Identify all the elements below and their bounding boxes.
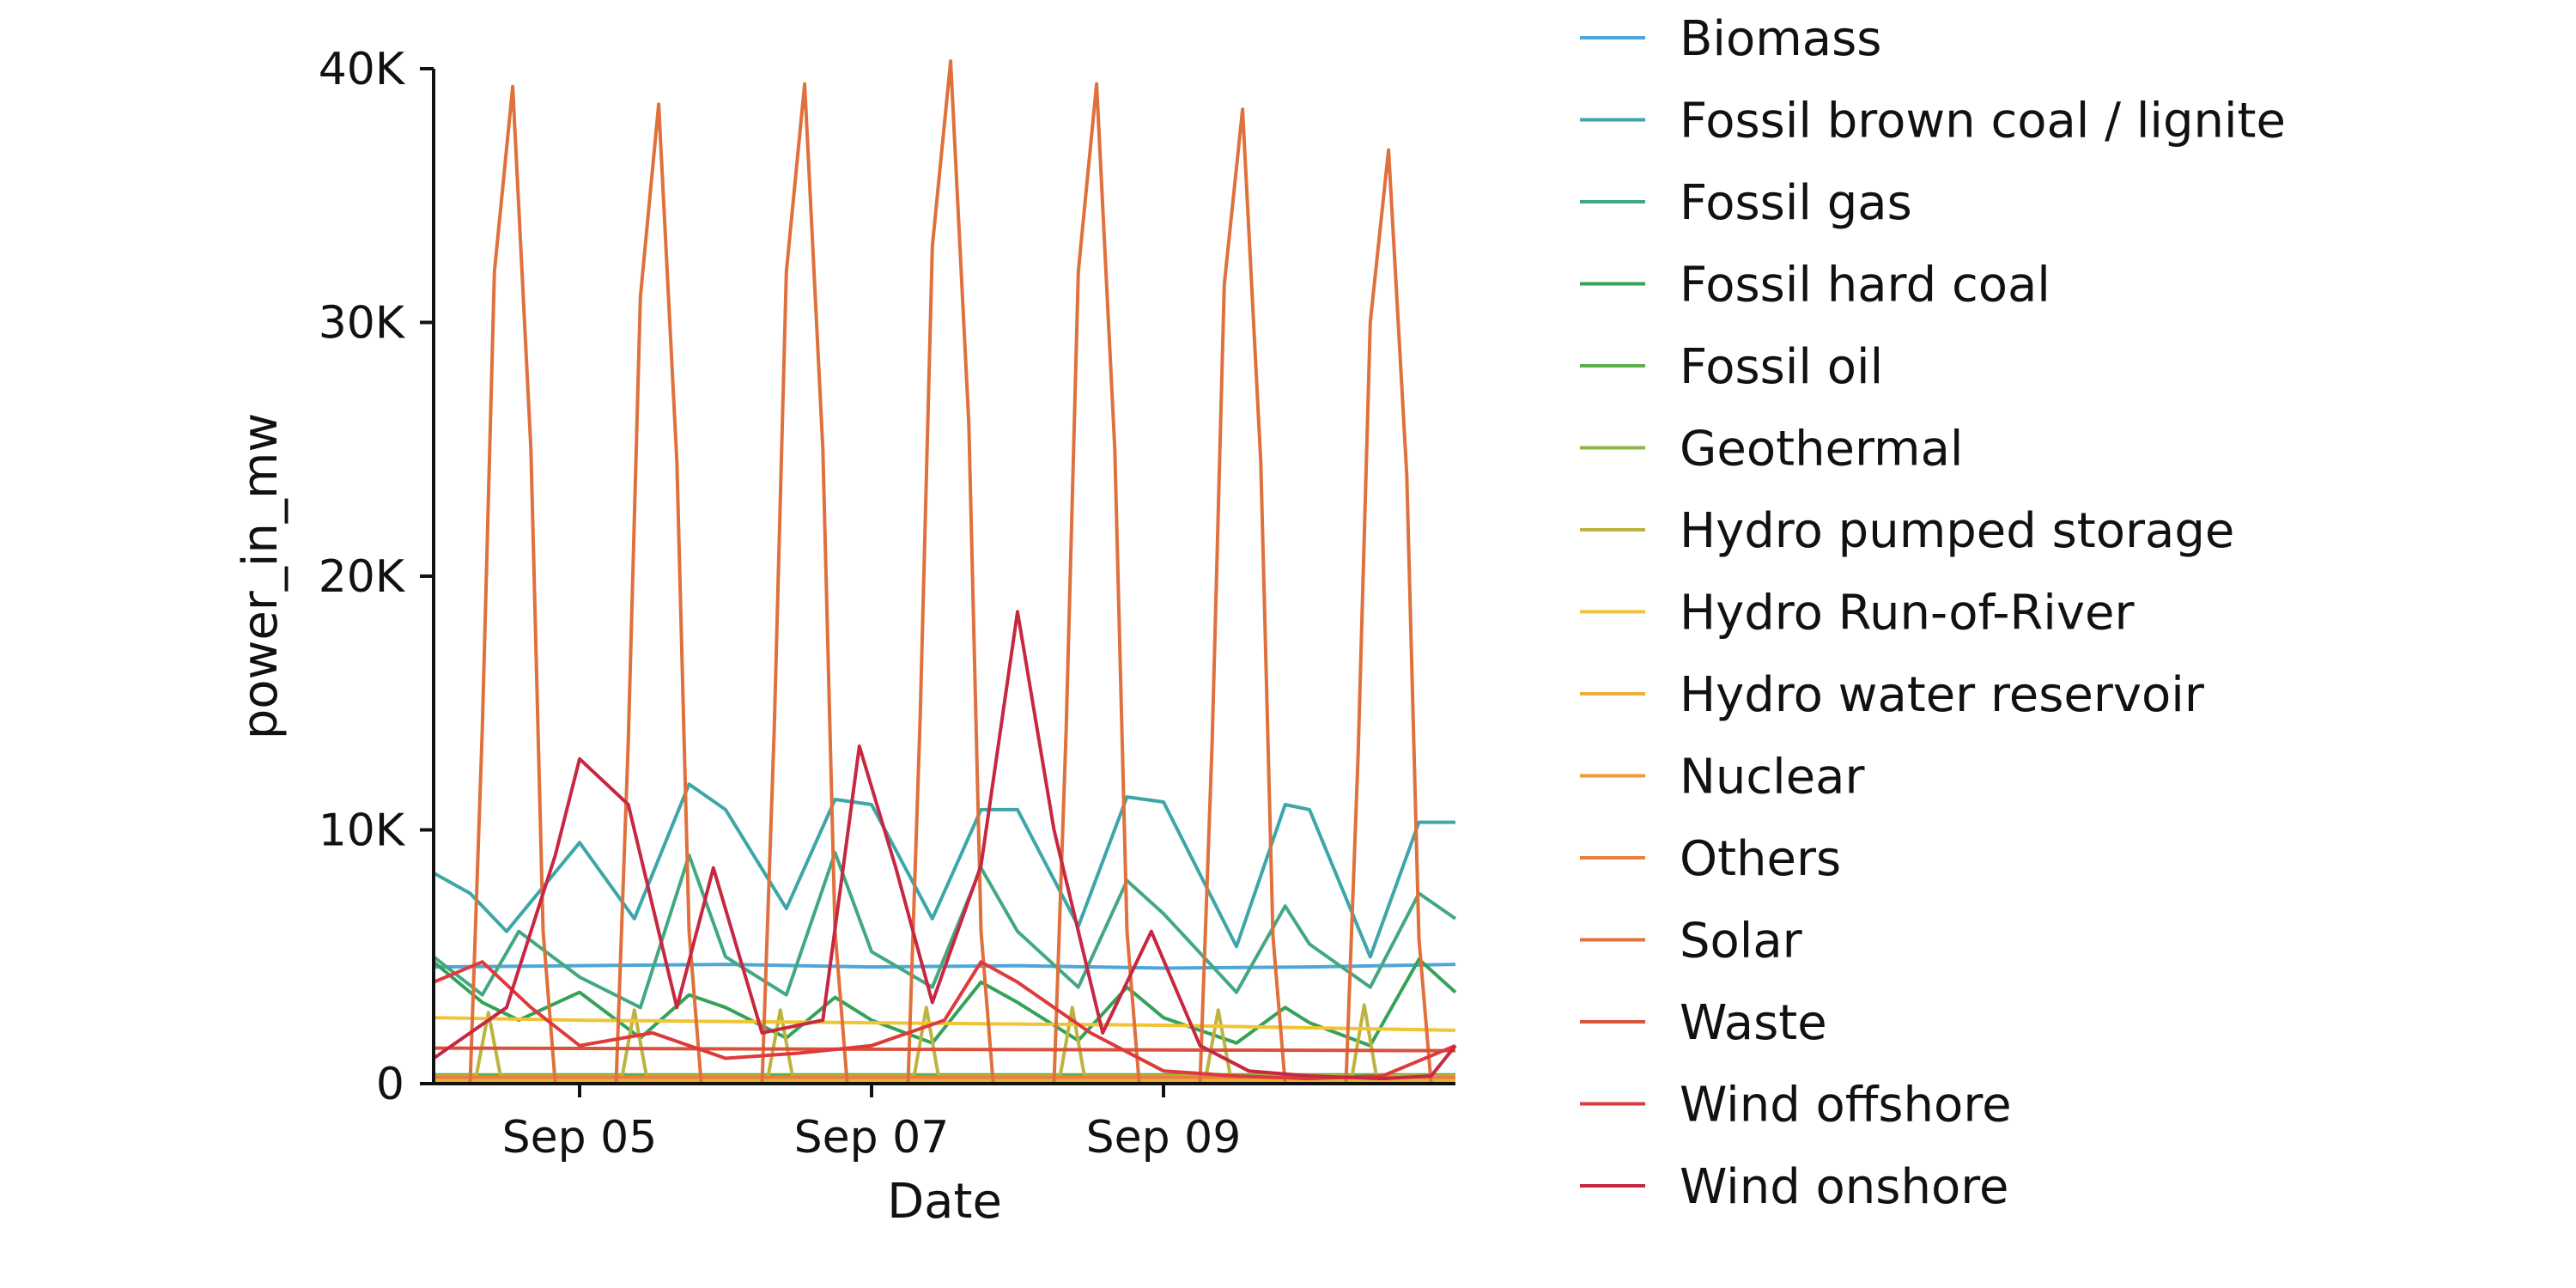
legend-label-2: Fossil gas	[1680, 175, 1912, 231]
legend: Biomass Fossil brown coal / lignite Fossil…	[1580, 11, 2286, 1215]
y-tick-label-0: 0	[376, 1059, 404, 1110]
series-line-14	[432, 610, 1457, 1081]
series-line-1	[433, 782, 1455, 959]
legend-label-6: Hydro pumped storage	[1680, 503, 2234, 559]
legend-label-0: Biomass	[1680, 11, 1881, 67]
series-line-2	[432, 851, 1457, 1010]
legend-label-1: Fossil brown coal / lignite	[1680, 94, 2286, 149]
legend-label-7: Hydro Run-of-River	[1680, 586, 2135, 641]
series-line-12	[433, 1046, 1456, 1053]
legend-label-9: Nuclear	[1680, 750, 1866, 805]
legend-label-10: Others	[1680, 831, 1841, 887]
y-ticks: 0 10K 20K 30K 40K	[319, 44, 434, 1110]
x-tick-label-1: Sep 07	[794, 1112, 950, 1163]
y-tick-label-3: 30K	[319, 298, 406, 349]
series-line-6	[434, 1003, 1455, 1078]
y-tick-label-4: 40K	[319, 44, 406, 95]
x-axis-title: Date	[887, 1174, 1002, 1230]
legend-label-5: Geothermal	[1680, 422, 1963, 477]
y-tick-label-1: 10K	[319, 805, 406, 857]
x-ticks: Sep 05 Sep 07 Sep 09	[502, 1084, 1242, 1163]
y-axis-title: power_in_mw	[233, 413, 289, 740]
series-layer	[432, 59, 1457, 1085]
legend-label-14: Wind onshore	[1680, 1159, 2008, 1215]
y-tick-label-2: 20K	[319, 551, 406, 603]
series-line-13	[433, 960, 1456, 1081]
legend-label-13: Wind offshore	[1680, 1078, 2012, 1133]
legend-label-4: Fossil oil	[1680, 339, 1883, 395]
legend-label-12: Waste	[1680, 995, 1827, 1051]
legend-label-11: Solar	[1680, 914, 1803, 969]
series-line-7	[433, 1016, 1456, 1032]
legend-label-3: Fossil hard coal	[1680, 258, 2050, 313]
series-line-11	[434, 59, 1455, 1085]
x-tick-label-0: Sep 05	[502, 1112, 658, 1163]
x-tick-label-2: Sep 09	[1086, 1112, 1242, 1163]
series-line-3	[432, 957, 1457, 1048]
legend-label-8: Hydro water reservoir	[1680, 667, 2205, 723]
